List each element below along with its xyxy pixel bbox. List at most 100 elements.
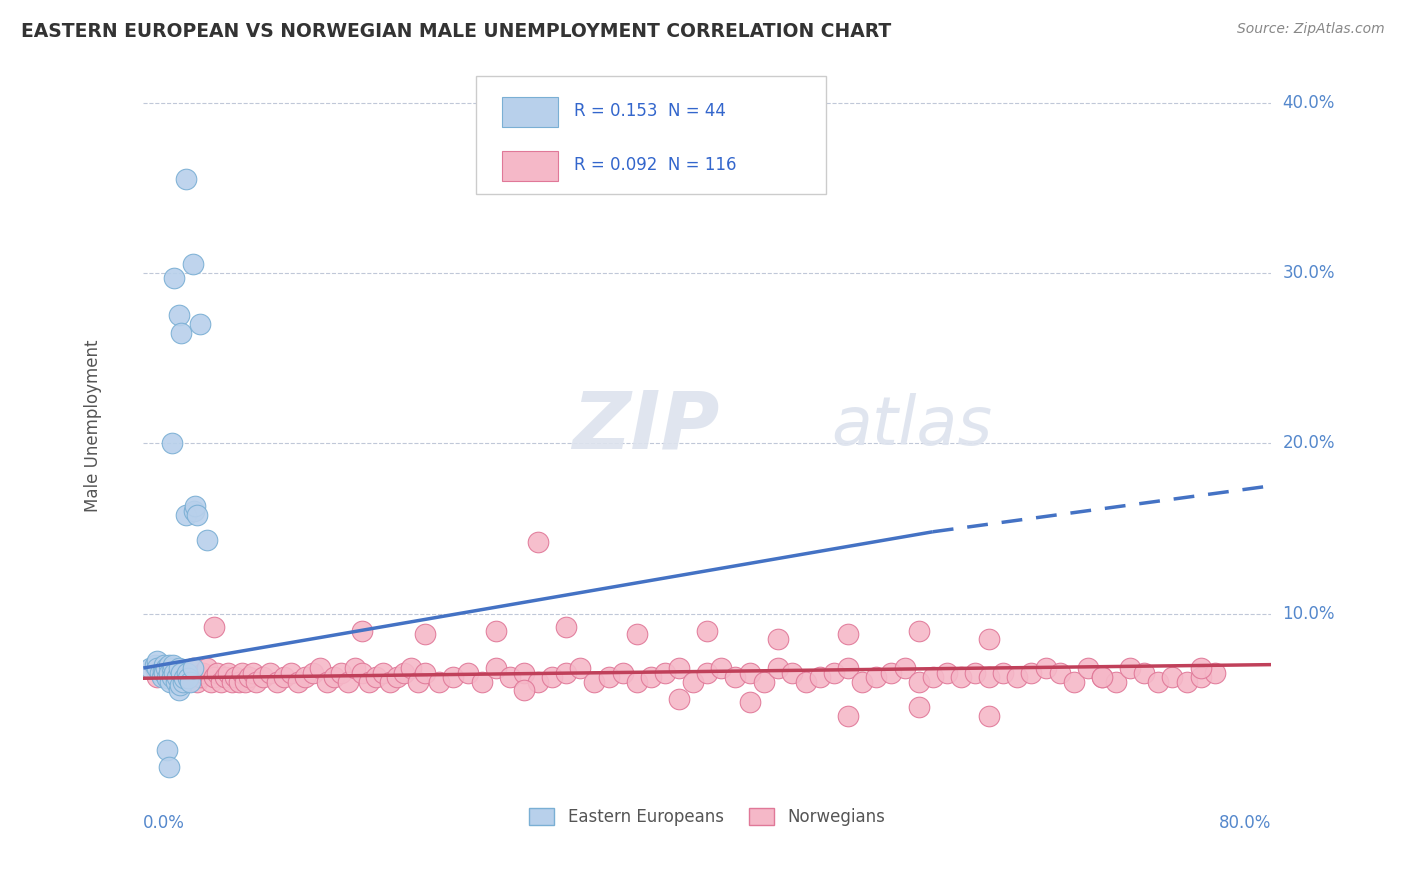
Text: Source: ZipAtlas.com: Source: ZipAtlas.com xyxy=(1237,22,1385,37)
Point xyxy=(766,632,789,646)
Point xyxy=(907,674,929,689)
Point xyxy=(1091,669,1114,683)
Point xyxy=(280,666,302,681)
Point xyxy=(150,669,173,683)
Point xyxy=(169,678,191,692)
Point xyxy=(143,661,166,675)
Legend: Eastern Europeans, Norwegians: Eastern Europeans, Norwegians xyxy=(523,801,891,833)
Point xyxy=(1204,666,1226,681)
Point xyxy=(555,666,578,681)
Point xyxy=(177,671,200,685)
Point xyxy=(626,627,648,641)
Point xyxy=(837,708,859,723)
Point xyxy=(163,661,186,675)
Point xyxy=(163,271,186,285)
Point xyxy=(429,674,451,689)
Point xyxy=(979,632,1001,646)
Point xyxy=(513,666,536,681)
Point xyxy=(1119,661,1142,675)
Point xyxy=(485,624,508,638)
Point xyxy=(167,683,190,698)
Point xyxy=(170,326,193,340)
Point xyxy=(385,669,408,683)
Point xyxy=(181,661,204,675)
Point xyxy=(322,669,344,683)
Point xyxy=(738,666,761,681)
Point xyxy=(160,661,183,675)
Point xyxy=(794,674,817,689)
Point xyxy=(157,760,180,774)
Point xyxy=(209,674,232,689)
Text: 0.0%: 0.0% xyxy=(143,814,186,832)
Point xyxy=(165,674,187,689)
Point xyxy=(879,666,901,681)
Point xyxy=(139,661,162,675)
Point xyxy=(273,669,295,683)
Point xyxy=(167,661,190,675)
Point xyxy=(174,172,197,186)
Point xyxy=(823,666,845,681)
Point xyxy=(186,674,208,689)
Point xyxy=(150,666,173,681)
Point xyxy=(598,669,620,683)
Bar xyxy=(502,151,558,181)
Point xyxy=(993,666,1015,681)
Point xyxy=(457,666,479,681)
Point xyxy=(668,691,690,706)
Point xyxy=(202,620,225,634)
Point xyxy=(266,674,288,689)
Point xyxy=(851,674,873,689)
Point xyxy=(155,669,177,683)
Point xyxy=(1077,661,1099,675)
Point xyxy=(965,666,987,681)
Point xyxy=(1063,674,1085,689)
Point xyxy=(654,666,676,681)
Point xyxy=(350,666,373,681)
Point xyxy=(143,657,166,672)
Point xyxy=(780,666,803,681)
Point xyxy=(252,669,274,683)
Point xyxy=(233,674,256,689)
Point xyxy=(979,669,1001,683)
Point xyxy=(329,666,352,681)
Point xyxy=(499,669,522,683)
Point xyxy=(315,674,337,689)
Point xyxy=(183,504,205,518)
Point xyxy=(406,674,429,689)
Point xyxy=(710,661,733,675)
Point xyxy=(513,683,536,698)
Point xyxy=(179,674,201,689)
Point xyxy=(626,674,648,689)
FancyBboxPatch shape xyxy=(477,76,825,194)
Point xyxy=(949,669,972,683)
Point xyxy=(186,508,208,522)
Point xyxy=(569,661,592,675)
Point xyxy=(485,661,508,675)
Point xyxy=(752,674,775,689)
Point xyxy=(350,624,373,638)
Point xyxy=(202,669,225,683)
Point xyxy=(167,309,190,323)
Point xyxy=(583,674,606,689)
Point xyxy=(146,654,169,668)
Point xyxy=(159,674,181,689)
Point xyxy=(399,661,422,675)
Point xyxy=(173,671,195,685)
Point xyxy=(527,535,550,549)
Point xyxy=(181,257,204,271)
Point xyxy=(696,624,718,638)
Point xyxy=(160,669,183,683)
Point xyxy=(343,661,366,675)
Text: R = 0.092  N = 116: R = 0.092 N = 116 xyxy=(574,156,737,174)
Point xyxy=(378,674,401,689)
Point xyxy=(174,508,197,522)
Point xyxy=(294,669,316,683)
Point xyxy=(195,533,218,548)
Point xyxy=(181,661,204,675)
Point xyxy=(766,661,789,675)
Bar xyxy=(502,97,558,128)
Point xyxy=(217,666,239,681)
Point xyxy=(1049,666,1071,681)
Point xyxy=(157,657,180,672)
Point xyxy=(163,666,186,681)
